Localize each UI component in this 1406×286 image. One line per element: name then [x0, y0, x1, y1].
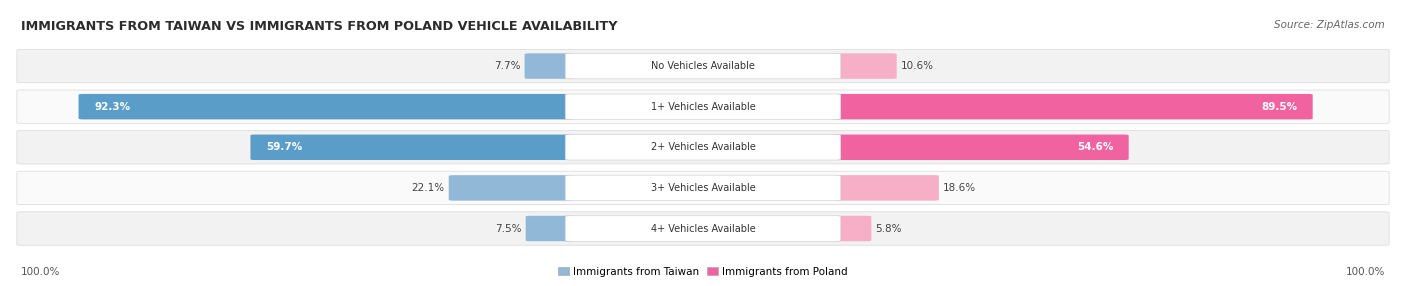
FancyBboxPatch shape: [17, 49, 1389, 83]
Text: 7.7%: 7.7%: [494, 61, 520, 71]
Text: 10.6%: 10.6%: [901, 61, 934, 71]
FancyBboxPatch shape: [565, 53, 841, 79]
FancyBboxPatch shape: [832, 53, 897, 79]
FancyBboxPatch shape: [832, 94, 1313, 120]
Text: No Vehicles Available: No Vehicles Available: [651, 61, 755, 71]
FancyBboxPatch shape: [526, 216, 574, 241]
Text: 54.6%: 54.6%: [1077, 142, 1114, 152]
Text: 1+ Vehicles Available: 1+ Vehicles Available: [651, 102, 755, 112]
FancyBboxPatch shape: [17, 212, 1389, 245]
Text: 2+ Vehicles Available: 2+ Vehicles Available: [651, 142, 755, 152]
Text: 92.3%: 92.3%: [94, 102, 131, 112]
Text: Source: ZipAtlas.com: Source: ZipAtlas.com: [1274, 20, 1385, 30]
Text: 18.6%: 18.6%: [943, 183, 976, 193]
Text: 7.5%: 7.5%: [495, 224, 522, 233]
FancyBboxPatch shape: [79, 94, 574, 120]
Text: 5.8%: 5.8%: [876, 224, 903, 233]
Text: 100.0%: 100.0%: [21, 267, 60, 277]
Text: 59.7%: 59.7%: [266, 142, 302, 152]
Text: IMMIGRANTS FROM TAIWAN VS IMMIGRANTS FROM POLAND VEHICLE AVAILABILITY: IMMIGRANTS FROM TAIWAN VS IMMIGRANTS FRO…: [21, 20, 617, 33]
Legend: Immigrants from Taiwan, Immigrants from Poland: Immigrants from Taiwan, Immigrants from …: [554, 263, 852, 281]
FancyBboxPatch shape: [565, 175, 841, 201]
FancyBboxPatch shape: [17, 90, 1389, 123]
FancyBboxPatch shape: [250, 134, 574, 160]
FancyBboxPatch shape: [832, 175, 939, 201]
FancyBboxPatch shape: [832, 134, 1129, 160]
FancyBboxPatch shape: [565, 134, 841, 160]
FancyBboxPatch shape: [449, 175, 574, 201]
Text: 100.0%: 100.0%: [1346, 267, 1385, 277]
Text: 3+ Vehicles Available: 3+ Vehicles Available: [651, 183, 755, 193]
Text: 22.1%: 22.1%: [412, 183, 444, 193]
FancyBboxPatch shape: [832, 216, 872, 241]
FancyBboxPatch shape: [565, 94, 841, 120]
FancyBboxPatch shape: [565, 216, 841, 241]
FancyBboxPatch shape: [17, 131, 1389, 164]
FancyBboxPatch shape: [17, 171, 1389, 204]
Text: 4+ Vehicles Available: 4+ Vehicles Available: [651, 224, 755, 233]
Text: 89.5%: 89.5%: [1261, 102, 1298, 112]
FancyBboxPatch shape: [524, 53, 574, 79]
